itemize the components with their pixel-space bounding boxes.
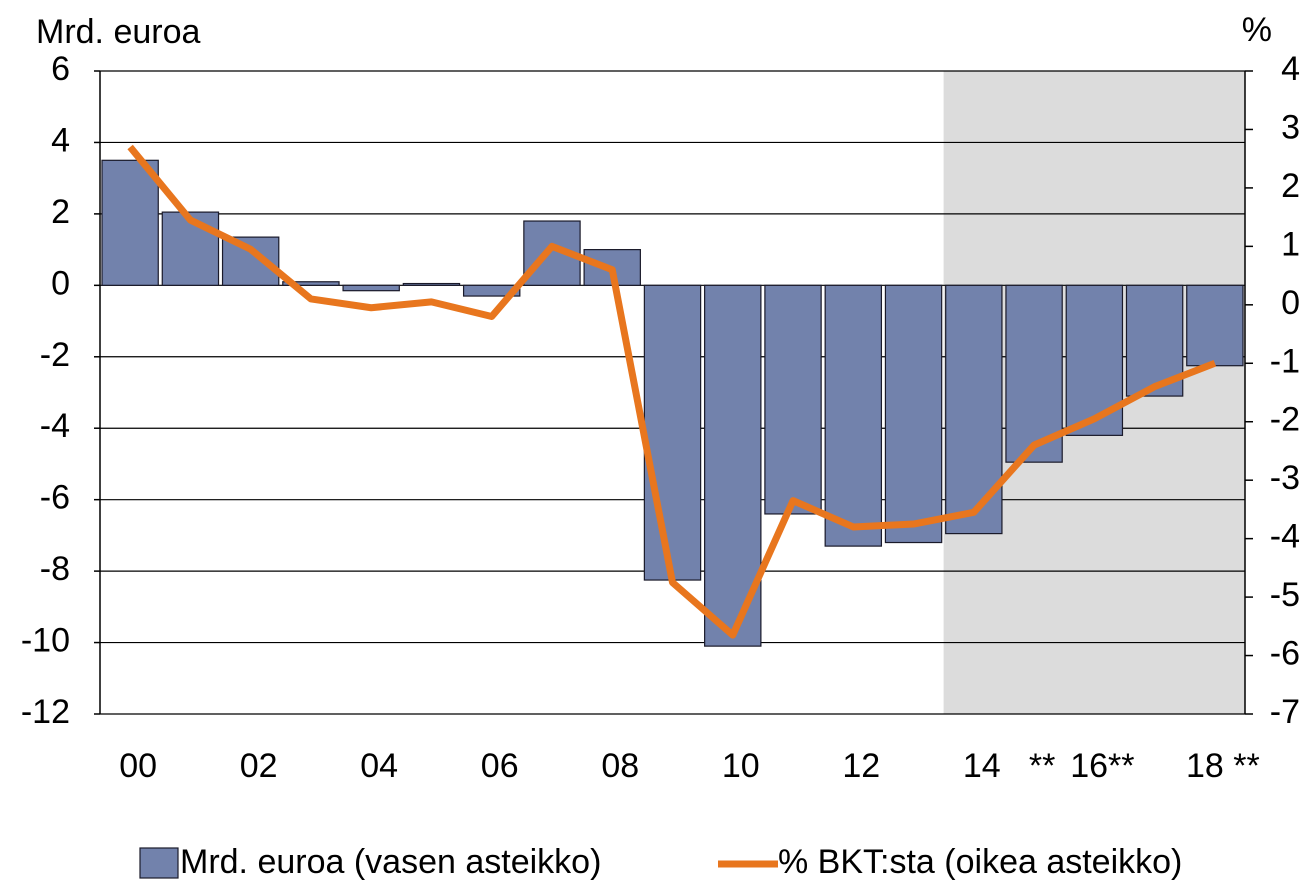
y2-tick-label: -2 xyxy=(1270,401,1300,439)
x-tick-label: 14 xyxy=(963,747,1001,785)
y2-axis-title: % xyxy=(1242,11,1272,49)
y2-tick-label: 4 xyxy=(1281,50,1300,88)
legend-label: % BKT:sta (oikea asteikko) xyxy=(778,843,1182,881)
x-tick-label: 10 xyxy=(722,747,760,785)
y2-tick-label: -1 xyxy=(1270,342,1300,380)
y-tick-label: -8 xyxy=(40,550,70,588)
legend-swatch xyxy=(139,847,179,879)
y-tick-label: 2 xyxy=(51,193,70,231)
bar xyxy=(1186,284,1244,367)
line xyxy=(127,144,1217,639)
y2-tick-label: 3 xyxy=(1281,108,1300,146)
y2-tick-label: -7 xyxy=(1270,693,1300,731)
x-tick-label: 12 xyxy=(842,747,880,785)
y2-tick-label: -3 xyxy=(1270,459,1300,497)
y-tick-label: 6 xyxy=(51,50,70,88)
bar xyxy=(161,211,220,286)
y-tick-label: -6 xyxy=(40,479,70,517)
y2-tick-label: 2 xyxy=(1281,167,1300,205)
y2-tick-label: -4 xyxy=(1270,518,1300,556)
bar xyxy=(282,281,340,286)
x-tick-label: 00 xyxy=(119,747,157,785)
bar xyxy=(462,284,521,297)
bar xyxy=(342,284,400,292)
bar xyxy=(1005,284,1063,463)
y-tick-label: 4 xyxy=(51,121,70,159)
x-tick-label: 04 xyxy=(360,747,398,785)
y-tick-label: -10 xyxy=(21,622,70,660)
y-tick-label: -12 xyxy=(21,693,70,731)
x-tick-label: ** xyxy=(1029,747,1055,785)
bar xyxy=(643,284,702,581)
legend-label: Mrd. euroa (vasen asteikko) xyxy=(180,843,601,881)
x-tick-label: 16** xyxy=(1070,747,1134,785)
y2-tick-label: 0 xyxy=(1281,284,1300,322)
bar xyxy=(402,282,461,286)
bar xyxy=(764,284,822,515)
y-tick-label: -4 xyxy=(40,407,70,445)
y2-tick-label: 1 xyxy=(1281,225,1300,263)
x-tick-label: 02 xyxy=(240,747,278,785)
bar xyxy=(945,284,1003,535)
bar xyxy=(824,284,883,547)
y-tick-label: -2 xyxy=(40,336,70,374)
x-tick-label: 06 xyxy=(481,747,519,785)
bar xyxy=(1065,284,1124,436)
y2-tick-label: -6 xyxy=(1270,635,1300,673)
y2-tick-label: -5 xyxy=(1270,576,1300,614)
x-tick-label: 18 ** xyxy=(1186,747,1260,785)
bar xyxy=(884,284,943,544)
y-axis-title: Mrd. euroa xyxy=(36,13,200,51)
bar xyxy=(101,159,159,286)
y-tick-label: 0 xyxy=(51,264,70,302)
x-tick-label: 08 xyxy=(601,747,639,785)
